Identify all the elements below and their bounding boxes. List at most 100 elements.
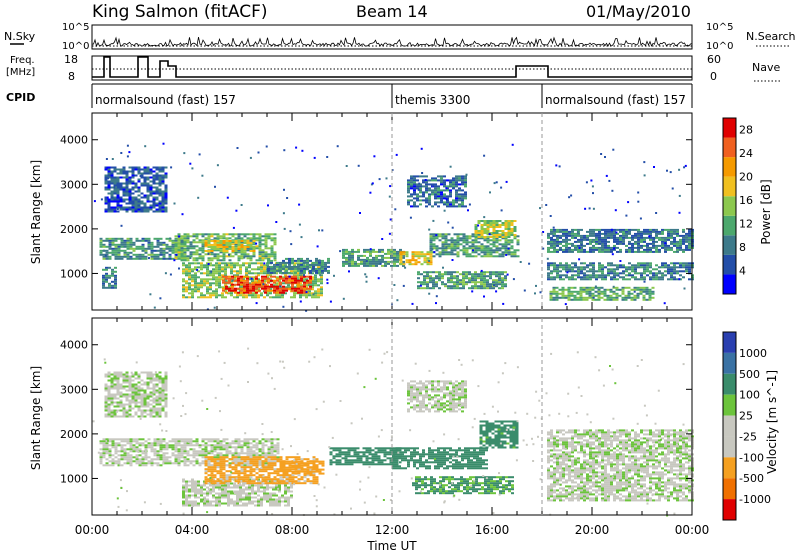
velocity-heatmap-cells: [92, 347, 694, 517]
power-cell: [501, 237, 505, 240]
power-cell: [188, 266, 191, 269]
power-cell: [102, 274, 105, 277]
power-cell: [682, 250, 685, 253]
power-cell: [216, 255, 220, 258]
power-cell: [144, 255, 148, 258]
power-cell: [446, 201, 449, 204]
power-cell: [553, 240, 556, 243]
power-cell: [559, 274, 562, 277]
power-cell: [495, 232, 499, 234]
power-cell: [107, 174, 111, 177]
power-cell: [245, 262, 248, 265]
power-cell: [443, 193, 446, 196]
power-cell: [122, 186, 126, 189]
power-cell: [653, 166, 655, 168]
power-cell: [550, 244, 553, 247]
power-cell: [459, 237, 463, 240]
power-cell: [622, 276, 625, 279]
power-cell: [215, 272, 218, 275]
power-cell: [586, 270, 589, 273]
power-cell: [441, 241, 445, 244]
power-cell: [317, 288, 320, 291]
power-cell: [561, 296, 565, 299]
power-cell: [131, 176, 135, 179]
power-cell: [230, 294, 233, 297]
power-cell: [108, 251, 112, 254]
power-cell: [296, 272, 299, 275]
power-cell: [435, 245, 439, 248]
power-cell: [643, 161, 646, 164]
power-cell: [209, 282, 212, 285]
power-cell: [447, 253, 451, 256]
velocity-cell: [129, 458, 133, 461]
power-cell: [270, 265, 273, 268]
power-cell: [417, 253, 421, 256]
power-cell: [480, 236, 484, 238]
velocity-cell: [165, 458, 169, 461]
power-cell: [129, 247, 133, 250]
power-cell: [580, 228, 583, 231]
power-cell: [453, 249, 457, 252]
power-cell: [649, 272, 652, 275]
power-cell: [486, 281, 489, 284]
power-cell: [185, 282, 188, 285]
power-cell: [283, 149, 286, 152]
power-cell: [489, 243, 493, 246]
power-cell: [410, 179, 413, 182]
power-cell: [312, 261, 315, 264]
power-cell: [450, 243, 454, 246]
velocity-cell: [111, 440, 115, 443]
velocity-cell: [126, 438, 130, 441]
power-cell: [607, 232, 610, 235]
power-cell: [432, 219, 435, 222]
velocity-cell: [129, 450, 133, 453]
velocity-cell: [114, 446, 118, 449]
power-cell: [264, 283, 267, 286]
velocity-cell: [225, 452, 229, 455]
power-cell: [447, 281, 450, 284]
power-cell: [102, 243, 106, 246]
power-cell: [119, 200, 123, 203]
power-cell: [126, 245, 130, 248]
power-cell: [651, 292, 655, 295]
power-cell: [320, 276, 323, 279]
power-cell: [574, 248, 577, 251]
power-colorbar-tick: 24: [739, 147, 753, 160]
velocity-cell: [168, 446, 172, 449]
power-cell: [174, 235, 178, 238]
power-cell: [158, 202, 162, 205]
power-cell: [459, 279, 462, 282]
velocity-cell: [213, 448, 217, 451]
power-cell: [669, 171, 672, 174]
power-cell: [267, 257, 270, 260]
power-cell: [108, 237, 112, 240]
power-cell: [254, 272, 257, 275]
power-cell: [646, 270, 649, 273]
power-cell: [555, 292, 559, 295]
power-cell: [483, 220, 487, 222]
power-cell: [231, 248, 235, 250]
velocity-cell: [162, 438, 166, 441]
power-cell: [131, 186, 135, 189]
power-cell: [636, 286, 640, 289]
power-cell: [249, 156, 252, 159]
power-cell: [452, 201, 455, 204]
power-cell: [661, 278, 664, 281]
power-cell: [267, 247, 271, 250]
power-cell: [516, 239, 520, 242]
power-cell: [119, 186, 123, 189]
power-cell: [667, 238, 670, 241]
power-cell: [504, 222, 508, 224]
power-cell: [465, 255, 469, 258]
power-cell: [239, 272, 242, 275]
velocity-cell: [197, 490, 200, 493]
power-cell: [149, 188, 153, 191]
power-cell: [165, 251, 169, 254]
power-cell: [417, 271, 420, 274]
power-cell: [249, 287, 252, 290]
velocity-cell: [171, 444, 175, 447]
power-cell: [429, 259, 433, 262]
power-cell: [539, 291, 542, 294]
velocity-cell: [156, 462, 160, 465]
power-cell: [477, 275, 480, 278]
